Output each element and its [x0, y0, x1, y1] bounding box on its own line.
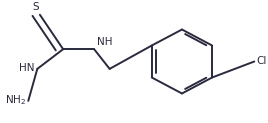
- Text: NH$_2$: NH$_2$: [5, 93, 26, 107]
- Text: HN: HN: [19, 63, 35, 73]
- Text: S: S: [33, 2, 39, 12]
- Text: NH: NH: [97, 37, 112, 47]
- Text: Cl: Cl: [257, 56, 267, 67]
